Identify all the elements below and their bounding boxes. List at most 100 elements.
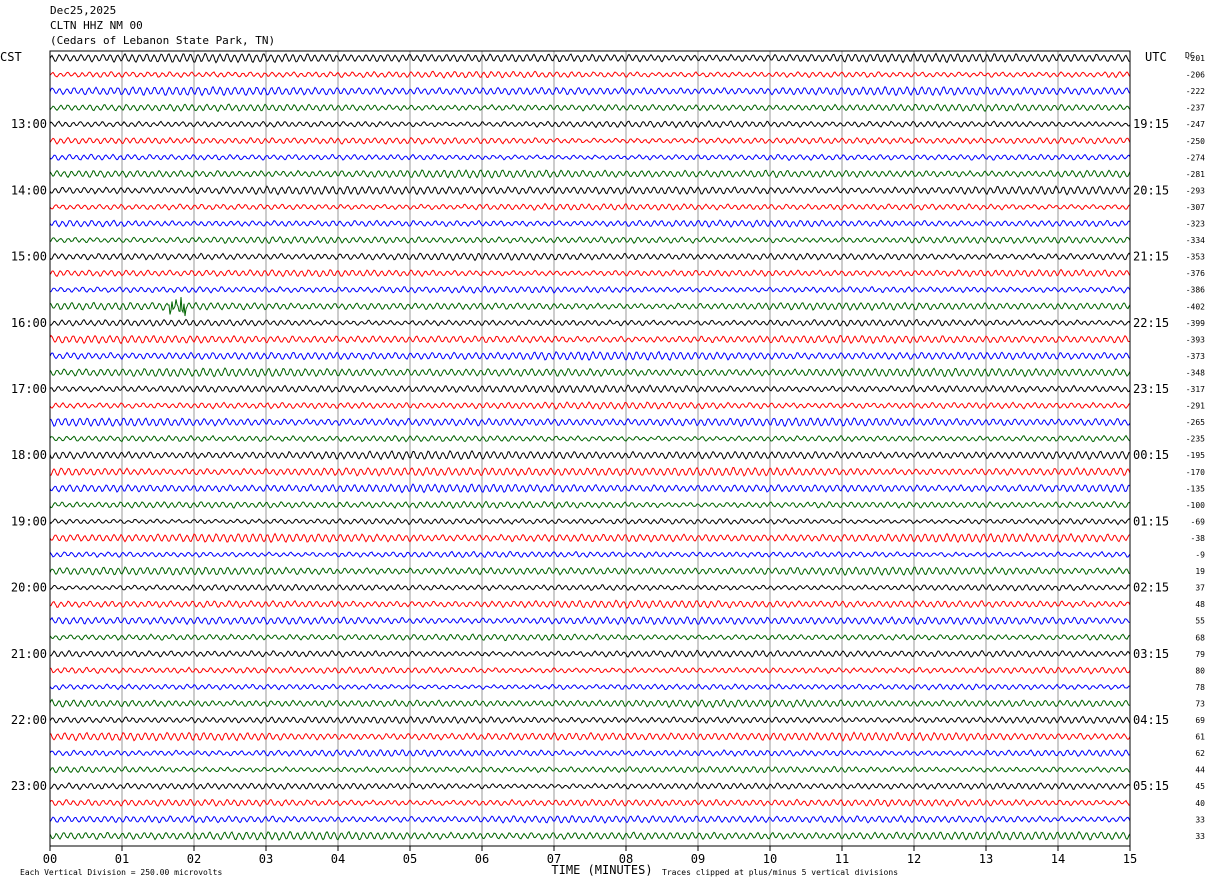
dc-offset-label: -247 bbox=[1186, 120, 1205, 129]
utc-hour-label: 22:15 bbox=[1133, 316, 1169, 330]
trace-40 bbox=[49, 715, 1131, 725]
trace-16 bbox=[49, 318, 1131, 327]
trace-18 bbox=[49, 350, 1131, 361]
x-tick-label-02: 02 bbox=[187, 852, 201, 866]
dc-offset-label: -201 bbox=[1186, 54, 1205, 63]
x-tick-label-14: 14 bbox=[1051, 852, 1065, 866]
utc-hour-label: 03:15 bbox=[1133, 647, 1169, 661]
dc-offset-label: -237 bbox=[1186, 104, 1205, 113]
trace-4 bbox=[49, 120, 1131, 129]
dc-offset-label: -291 bbox=[1186, 402, 1205, 411]
trace-7 bbox=[49, 169, 1131, 179]
x-tick-label-13: 13 bbox=[979, 852, 993, 866]
dc-offset-label: 33 bbox=[1195, 815, 1205, 824]
trace-36 bbox=[49, 649, 1131, 658]
utc-hour-label: 01:15 bbox=[1133, 514, 1169, 528]
trace-17 bbox=[49, 334, 1131, 345]
utc-hour-label: 00:15 bbox=[1133, 448, 1169, 462]
trace-45 bbox=[49, 798, 1131, 808]
dc-offset-label: -38 bbox=[1191, 534, 1206, 543]
utc-hour-label: 20:15 bbox=[1133, 183, 1169, 197]
dc-offset-label: -206 bbox=[1186, 71, 1205, 80]
dc-offset-label: -334 bbox=[1186, 236, 1205, 245]
dc-offset-label: 45 bbox=[1195, 782, 1205, 791]
dc-offset-label: -195 bbox=[1186, 451, 1205, 460]
cst-hour-label: 17:00 bbox=[11, 382, 47, 396]
dc-offset-label: 48 bbox=[1195, 600, 1205, 609]
cst-label: CST bbox=[0, 50, 22, 64]
dc-offset-label: 40 bbox=[1195, 799, 1205, 808]
utc-hour-label: 21:15 bbox=[1133, 250, 1169, 264]
dc-offset-label: -293 bbox=[1186, 186, 1205, 195]
trace-38 bbox=[49, 683, 1131, 691]
trace-37 bbox=[49, 666, 1131, 675]
dc-offset-label: -250 bbox=[1186, 137, 1205, 146]
trace-15 bbox=[49, 297, 1131, 317]
trace-39 bbox=[49, 698, 1131, 709]
x-tick-label-04: 04 bbox=[331, 852, 345, 866]
dc-offset-label: 19 bbox=[1195, 567, 1205, 576]
utc-hour-label: 04:15 bbox=[1133, 713, 1169, 727]
trace-42 bbox=[49, 749, 1131, 758]
utc-hour-label: 05:15 bbox=[1133, 779, 1169, 793]
trace-47 bbox=[49, 830, 1131, 841]
x-tick-label-15: 15 bbox=[1123, 852, 1137, 866]
dc-offset-label: -399 bbox=[1186, 319, 1205, 328]
dc-offset-label: 79 bbox=[1195, 650, 1205, 659]
x-tick-label-00: 00 bbox=[43, 852, 57, 866]
dc-offset-label: 55 bbox=[1195, 617, 1205, 626]
trace-31 bbox=[49, 566, 1131, 577]
dc-offset-label: -170 bbox=[1186, 468, 1205, 477]
dc-offset-label: -348 bbox=[1186, 368, 1205, 377]
cst-hour-label: 15:00 bbox=[11, 250, 47, 264]
x-tick-label-06: 06 bbox=[475, 852, 489, 866]
x-tick-label-05: 05 bbox=[403, 852, 417, 866]
dc-label: DC bbox=[1185, 51, 1195, 60]
trace-6 bbox=[49, 153, 1131, 162]
dc-offset-label: -135 bbox=[1186, 484, 1205, 493]
trace-27 bbox=[49, 500, 1131, 509]
dc-offset-label: -222 bbox=[1186, 87, 1205, 96]
utc-hour-label: 23:15 bbox=[1133, 382, 1169, 396]
dc-offset-label: -373 bbox=[1186, 352, 1205, 361]
plot-frame bbox=[49, 50, 1131, 847]
header-location: (Cedars of Lebanon State Park, TN) bbox=[50, 34, 276, 47]
cst-hour-label: 21:00 bbox=[11, 647, 47, 661]
trace-35 bbox=[49, 633, 1131, 642]
dc-offset-label: -235 bbox=[1186, 435, 1205, 444]
cst-hour-label: 23:00 bbox=[11, 779, 47, 793]
utc-hour-label: 02:15 bbox=[1133, 581, 1169, 595]
dc-offset-label: -9 bbox=[1195, 551, 1205, 560]
trace-9 bbox=[49, 202, 1131, 211]
dc-offset-label: -100 bbox=[1186, 501, 1205, 510]
x-axis-title: TIME (MINUTES) bbox=[551, 863, 652, 877]
chart-grid bbox=[121, 51, 1059, 846]
dc-offset-label: 33 bbox=[1195, 832, 1205, 841]
cst-hour-label: 19:00 bbox=[11, 514, 47, 528]
trace-11 bbox=[49, 235, 1131, 245]
dc-offset-label: 69 bbox=[1195, 716, 1205, 725]
utc-label: UTC bbox=[1145, 50, 1167, 64]
trace-12 bbox=[49, 252, 1131, 262]
trace-34 bbox=[49, 616, 1131, 626]
dc-offset-label: -69 bbox=[1191, 517, 1206, 526]
dc-offset-label: 73 bbox=[1195, 699, 1205, 708]
header-date: Dec25,2025 bbox=[50, 4, 117, 17]
dc-offset-label: -393 bbox=[1186, 335, 1205, 344]
dc-offset-label: 37 bbox=[1195, 584, 1205, 593]
header-station: CLTN HHZ NM 00 bbox=[50, 19, 143, 32]
trace-32 bbox=[49, 583, 1131, 592]
x-tick-label-09: 09 bbox=[691, 852, 705, 866]
seismic-traces bbox=[49, 52, 1131, 841]
utc-hour-label: 19:15 bbox=[1133, 117, 1169, 131]
trace-43 bbox=[49, 765, 1131, 774]
trace-24 bbox=[49, 450, 1131, 461]
trace-14 bbox=[49, 285, 1131, 294]
trace-8 bbox=[49, 185, 1131, 196]
dc-offset-label: 68 bbox=[1195, 633, 1205, 642]
x-tick-label-11: 11 bbox=[835, 852, 849, 866]
trace-3 bbox=[49, 103, 1131, 113]
trace-0 bbox=[49, 52, 1131, 64]
trace-44 bbox=[49, 782, 1131, 791]
